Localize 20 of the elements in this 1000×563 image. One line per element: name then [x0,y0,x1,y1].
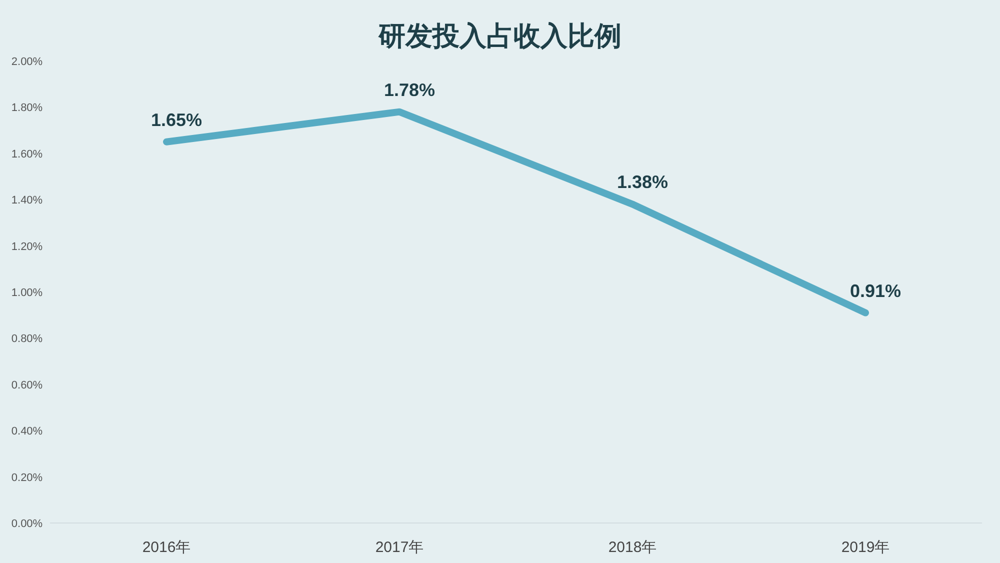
x-tick-label: 2019年 [841,539,890,556]
data-label: 0.91% [850,280,902,301]
x-tick-label: 2018年 [608,539,657,556]
y-tick-label: 0.80% [11,333,43,346]
data-label: 1.65% [150,110,202,130]
y-tick-label: 1.20% [11,240,43,253]
y-tick-label: 1.40% [11,194,43,207]
y-tick-label: 1.00% [11,287,43,299]
y-tick-label: 2.00% [11,56,43,68]
x-tick-label: 2017年 [375,539,424,556]
y-tick-label: 1.80% [11,102,43,114]
y-tick-label: 0.20% [11,472,43,484]
y-tick-label: 0.60% [11,379,43,392]
data-label: 1.78% [384,80,436,100]
y-tick-label: 0.40% [11,426,43,438]
chart-title: 研发投入占收入比例 [378,21,622,51]
x-tick-label: 2016年 [142,539,191,556]
y-tick-label: 1.60% [11,148,43,160]
y-tick-label: 0.00% [11,518,43,530]
data-label: 1.38% [616,172,668,192]
